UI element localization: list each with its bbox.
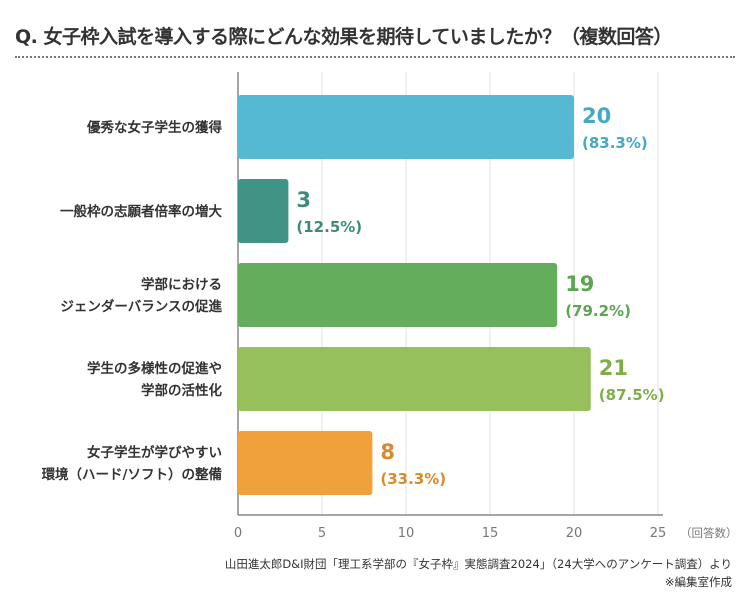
percent-label: (87.5%): [599, 386, 665, 404]
bar: [238, 347, 591, 411]
percent-label: (79.2%): [565, 302, 631, 320]
value-label: 8: [380, 440, 395, 464]
value-label: 20: [582, 104, 611, 128]
chart-title: Q. 女子枠入試を導入する際にどんな効果を期待していましたか？（複数回答）: [15, 26, 672, 48]
x-tick-label: 5: [318, 526, 326, 541]
bar: [238, 431, 373, 495]
x-tick-label: 20: [566, 526, 583, 541]
title-divider: [15, 56, 735, 58]
category-label: 一般枠の志願者倍率の増大: [60, 203, 222, 220]
bar: [238, 263, 558, 327]
note-text: ※編集室作成: [664, 575, 732, 589]
bar: [238, 95, 574, 159]
category-label: 学部における: [141, 276, 222, 293]
value-label: 3: [296, 188, 311, 212]
category-label: 環境（ハード/ソフト）の整備: [42, 466, 223, 483]
percent-label: (12.5%): [296, 218, 362, 236]
x-tick-label: 25: [650, 526, 667, 541]
bar: [238, 179, 289, 243]
category-label: 女子学生が学びやすい: [87, 444, 222, 461]
value-label: 19: [565, 272, 594, 296]
percent-label: (83.3%): [582, 134, 648, 152]
x-tick-label: 10: [398, 526, 415, 541]
value-label: 21: [599, 356, 628, 380]
source-text: 山田進太郎D&I財団「理工系学部の『女子枠』実態調査2024」（24大学へのアン…: [224, 557, 732, 571]
x-axis-label: （回答数）: [680, 526, 738, 540]
category-label: 学部の活性化: [141, 382, 222, 399]
x-tick-label: 15: [482, 526, 499, 541]
category-label: 優秀な女子学生の獲得: [86, 119, 222, 136]
category-label: 学生の多様性の促進や: [87, 360, 222, 377]
category-label: ジェンダーバランスの促進: [60, 298, 222, 315]
x-tick-label: 0: [234, 526, 242, 541]
percent-label: (33.3%): [380, 470, 446, 488]
